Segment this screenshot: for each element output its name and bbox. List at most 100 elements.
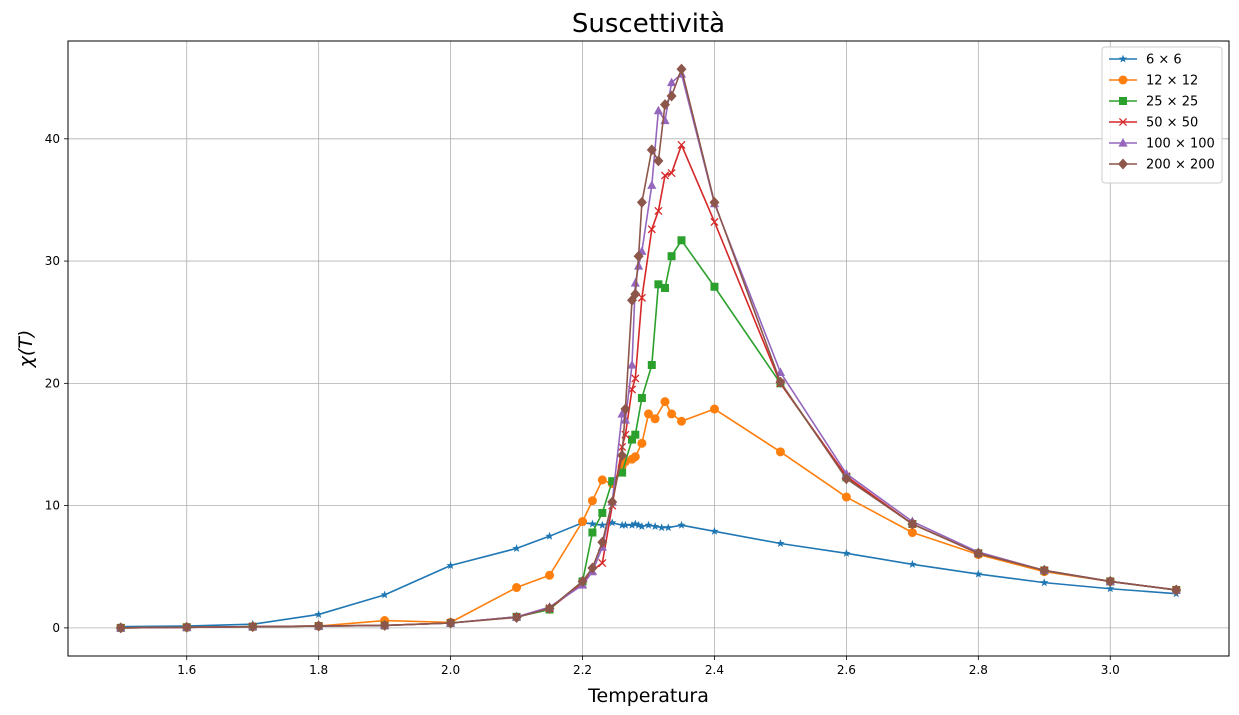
data-point (588, 528, 597, 537)
data-point (446, 561, 455, 570)
x-tick-label: 2.6 (837, 663, 856, 677)
data-point (647, 225, 656, 234)
legend-label: 100 × 100 (1146, 137, 1215, 152)
data-point (545, 570, 555, 580)
data-point (617, 520, 627, 529)
data-point (660, 171, 670, 180)
legend-item: 6 × 6 (1109, 53, 1182, 68)
data-point (974, 569, 983, 578)
data-point (608, 477, 617, 486)
data-point (647, 180, 657, 189)
data-point (577, 575, 588, 587)
data-point (631, 374, 640, 383)
data-point (667, 252, 676, 261)
data-point (627, 520, 637, 529)
data-point (973, 547, 984, 559)
data-point (544, 602, 555, 614)
legend-item: 50 × 50 (1109, 116, 1198, 131)
data-point (842, 548, 851, 557)
y-tick-label: 40 (45, 132, 60, 146)
x-tick-label: 2.0 (441, 663, 460, 677)
legend-item: 200 × 200 (1109, 158, 1215, 173)
data-point (664, 523, 673, 532)
data-point (709, 196, 720, 208)
data-point (676, 63, 687, 75)
data-point (1171, 584, 1182, 596)
data-point (617, 449, 628, 461)
data-point (654, 280, 663, 289)
data-point (588, 519, 597, 528)
y-axis-title: χ(T) (15, 330, 37, 369)
data-point (511, 611, 522, 623)
data-point (650, 522, 660, 530)
data-point (710, 217, 719, 227)
data-point (630, 278, 640, 287)
x-tick-label: 3.0 (1101, 663, 1120, 677)
data-point (676, 416, 686, 426)
x-axis-title: Temperatura (587, 685, 709, 707)
data-point (907, 518, 918, 530)
data-point (637, 522, 647, 530)
data-point (677, 236, 686, 245)
data-point (631, 519, 640, 528)
data-point (841, 492, 851, 502)
data-point (578, 517, 588, 527)
data-point (607, 496, 618, 508)
data-point (650, 414, 660, 424)
data-point (1106, 584, 1115, 593)
legend: 6 × 6 12 × 12 25 × 25 50 × 50 100 × 100 200 ×… (1101, 46, 1223, 184)
data-point (181, 621, 192, 633)
data-point (1040, 578, 1049, 587)
y-tick-label: 0 (52, 621, 60, 635)
data-point (667, 409, 677, 419)
data-point (314, 610, 323, 618)
data-point (545, 531, 554, 540)
series-1 (116, 518, 1181, 631)
data-point (657, 523, 666, 532)
chart-title: Suscettività (572, 9, 725, 39)
data-point (776, 539, 785, 548)
data-point (841, 473, 852, 485)
data-point (115, 622, 126, 634)
y-tick-label: 20 (45, 376, 60, 390)
data-point (630, 288, 641, 300)
data-point (637, 394, 646, 403)
plot-frame (67, 40, 1230, 657)
data-point (630, 452, 640, 462)
data-point (710, 282, 719, 291)
legend-marker (1118, 138, 1128, 147)
data-point (627, 360, 637, 369)
data-point (644, 409, 653, 419)
data-point (598, 520, 607, 529)
legend-marker (1118, 54, 1128, 63)
data-point (633, 250, 644, 262)
data-point (618, 468, 627, 477)
data-point (512, 583, 522, 593)
data-point (646, 144, 657, 156)
data-point (677, 520, 686, 529)
data-point (512, 544, 521, 552)
y-tick-label: 30 (45, 254, 60, 268)
data-point (666, 77, 677, 87)
x-tick-label: 2.4 (705, 663, 724, 677)
axis-ticks: 1.6 1.8 2.0 2.2 2.4 2.6 2.8 3.0 0 10 20 30 40 (45, 132, 1120, 677)
data-point (647, 361, 656, 370)
data-point (631, 430, 640, 439)
data-point (313, 620, 324, 632)
data-point (597, 475, 607, 485)
legend-label: 6 × 6 (1146, 53, 1182, 68)
series-6 (115, 63, 1182, 634)
x-tick-label: 2.2 (573, 663, 592, 677)
data-point (379, 619, 390, 631)
data-point (709, 404, 719, 414)
data-point (908, 559, 917, 568)
grid-lines (68, 41, 1229, 656)
legend-marker (1118, 75, 1128, 85)
data-point (637, 293, 646, 302)
x-tick-label: 1.6 (177, 663, 196, 677)
data-point (653, 105, 663, 115)
data-point (247, 621, 258, 633)
data-point (775, 447, 785, 457)
